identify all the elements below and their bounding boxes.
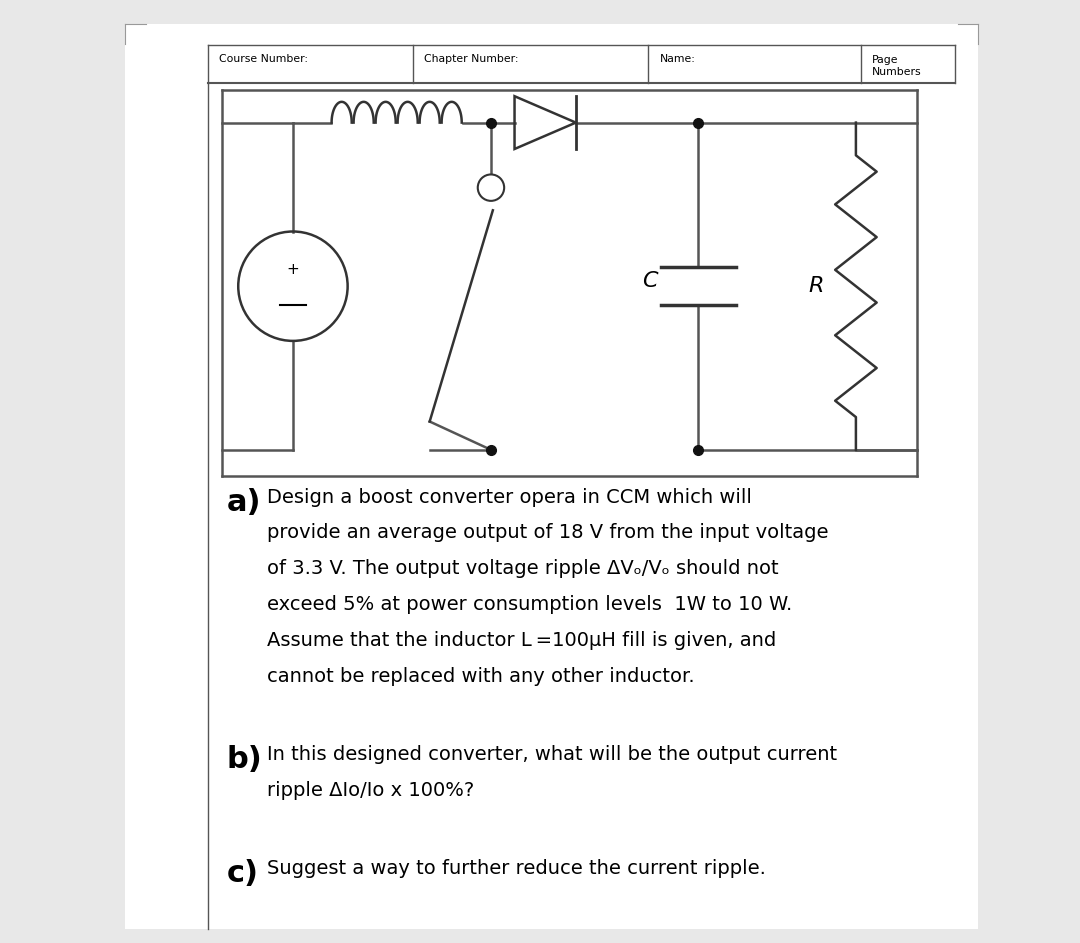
Text: a): a) xyxy=(227,488,261,517)
Text: Page
Numbers: Page Numbers xyxy=(872,55,921,77)
Text: Assume that the inductor L =100μH fill is given, and: Assume that the inductor L =100μH fill i… xyxy=(267,631,775,650)
Text: of 3.3 V. The output voltage ripple ΔVₒ/Vₒ should not: of 3.3 V. The output voltage ripple ΔVₒ/… xyxy=(267,559,779,578)
Text: Chapter Number:: Chapter Number: xyxy=(424,55,518,64)
Text: exceed 5% at power consumption levels  1W to 10 W.: exceed 5% at power consumption levels 1W… xyxy=(267,595,792,614)
Text: provide an average output of 18 V from the input voltage: provide an average output of 18 V from t… xyxy=(267,523,828,542)
Text: +: + xyxy=(286,262,299,276)
Text: Design a boost converter opera in CCM which will: Design a boost converter opera in CCM wh… xyxy=(267,488,752,506)
Text: Suggest a way to further reduce the current ripple.: Suggest a way to further reduce the curr… xyxy=(267,859,766,878)
Text: cannot be replaced with any other inductor.: cannot be replaced with any other induct… xyxy=(267,667,694,686)
Text: Course Number:: Course Number: xyxy=(219,55,309,64)
Text: R: R xyxy=(809,276,824,296)
FancyBboxPatch shape xyxy=(125,24,978,929)
Text: C: C xyxy=(642,272,657,291)
Text: c): c) xyxy=(227,859,259,888)
Text: Name:: Name: xyxy=(660,55,696,64)
Text: In this designed converter, what will be the output current: In this designed converter, what will be… xyxy=(267,745,837,764)
Text: b): b) xyxy=(227,745,262,774)
Circle shape xyxy=(477,174,504,201)
Text: ripple ΔIo/Io x 100%?: ripple ΔIo/Io x 100%? xyxy=(267,781,474,800)
